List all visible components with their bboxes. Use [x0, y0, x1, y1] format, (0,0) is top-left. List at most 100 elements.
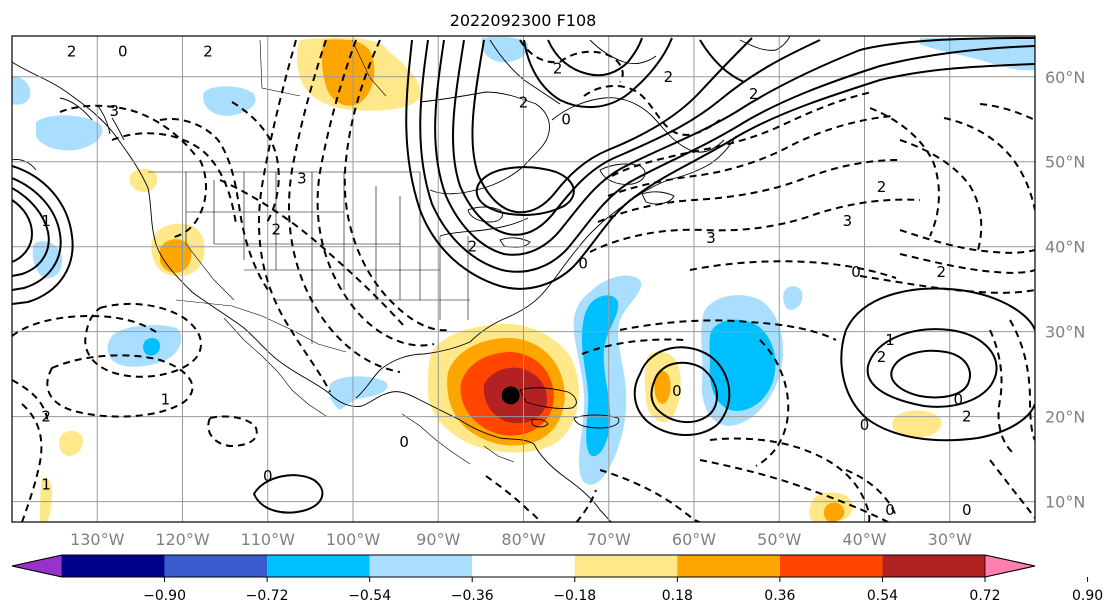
longitude-label: 30°W: [928, 530, 972, 549]
contour-label: 2: [67, 42, 77, 60]
state-borders: [148, 39, 515, 465]
contour-label: 2: [877, 348, 887, 366]
shade-pos-ca-2: [160, 239, 192, 273]
shade-pos-pac-1: [59, 430, 84, 456]
contour-label: 2: [41, 408, 51, 426]
colorbar-tick-label: 0.72: [969, 588, 1000, 604]
longitude-label: 110°W: [241, 530, 296, 549]
longitude-label: 70°W: [587, 530, 631, 549]
colorbar-segment: [62, 555, 165, 577]
latitude-label: 60°N: [1045, 68, 1085, 87]
longitude-label: 50°W: [757, 530, 801, 549]
shade-pos-atl-2: [654, 370, 671, 404]
contour-label: 3: [110, 102, 120, 120]
colorbar-segment: [677, 555, 780, 577]
colorbar-segment: [472, 555, 575, 577]
contour-label: 2: [272, 221, 282, 239]
contour-label: 1: [885, 331, 895, 349]
longitude-label: 60°W: [672, 530, 716, 549]
contour-label: 0: [851, 263, 861, 281]
longitude-label: 120°W: [155, 530, 210, 549]
contour-label: 2: [468, 238, 478, 256]
shade-neg-pac-2: [143, 338, 160, 356]
colorbar-segment: [369, 555, 473, 577]
shaded-fields: [12, 36, 1035, 522]
map-frame: [11, 35, 1036, 523]
shade-neg-nw-3: [12, 76, 31, 105]
coastlines: [12, 36, 791, 522]
shade-neg-gulf: [328, 376, 388, 410]
latitude-labels: 60°N 50°N 40°N 30°N 20°N 10°N: [1045, 68, 1085, 512]
storm-center-marker: [501, 386, 520, 405]
colorbar-tick-label: −0.54: [348, 588, 391, 604]
contour-label: 0: [962, 501, 972, 519]
shade-neg-atl-big-2: [709, 319, 776, 411]
contour-label: 0: [118, 42, 128, 60]
shade-pos-pac-2: [40, 477, 52, 522]
colorbar-tick-label: −0.18: [553, 588, 596, 604]
contour-label: 0: [578, 255, 588, 273]
colorbar-tick-label: 0.90: [1072, 588, 1103, 604]
contour-label: 1: [41, 212, 51, 230]
contour-label: 0: [860, 416, 870, 434]
colorbar-segment: [779, 555, 883, 577]
colorbar-tick-label: −0.72: [246, 588, 289, 604]
longitude-label: 40°W: [842, 530, 886, 549]
colorbar-outline: [11, 554, 1036, 578]
colorbar-extend-high: [984, 554, 1036, 578]
colorbar-segment: [164, 555, 268, 577]
contour-label: 0: [263, 467, 273, 485]
contour-label: 2: [203, 42, 213, 60]
latitude-label: 20°N: [1045, 408, 1085, 427]
contour-label: 0: [954, 391, 964, 409]
latitude-label: 30°N: [1045, 323, 1085, 342]
colorbar-extend-low: [11, 554, 63, 578]
colorbar-segment: [882, 555, 985, 577]
latitude-label: 10°N: [1045, 493, 1085, 512]
shade-neg-north: [481, 36, 529, 63]
contours: [12, 37, 1035, 522]
shade-neg-nw-1: [36, 115, 103, 151]
contour-label: 0: [399, 433, 409, 451]
colorbar-tick-label: 0.36: [764, 588, 795, 604]
contour-label: 2: [749, 85, 759, 103]
map-title: 2022092300 F108: [450, 11, 597, 30]
contour-label: 3: [843, 212, 853, 230]
shade-neg-small: [783, 286, 803, 310]
colorbar-tick-label: 0.18: [662, 588, 693, 604]
colorbar-tick-label: −0.90: [143, 588, 186, 604]
colorbar-tick-label: −0.36: [451, 588, 494, 604]
longitude-label: 90°W: [416, 530, 460, 549]
shade-neg-ne: [920, 38, 1035, 71]
contour-label: 0: [561, 110, 571, 128]
shade-pos-atl-3: [892, 410, 942, 438]
contour-label: 1: [161, 391, 171, 409]
colorbar: −0.90 −0.72 −0.54 −0.36 −0.18 0.18 0.36 0.54 0.7…: [11, 554, 1103, 604]
latitude-label: 40°N: [1045, 238, 1085, 257]
colorbar-segment: [574, 555, 678, 577]
contour-label: 0: [885, 501, 895, 519]
contour-label: 2: [962, 408, 972, 426]
contour-label: 3: [297, 170, 307, 188]
shade-neg-west: [32, 241, 63, 279]
contour-label: 2: [877, 178, 887, 196]
contour-label: 3: [706, 229, 716, 247]
contour-label: 0: [672, 382, 682, 400]
contour-label: 1: [41, 476, 51, 494]
contour-label: 2: [519, 93, 529, 111]
shade-pos-atl-5: [823, 502, 845, 522]
longitude-label: 130°W: [70, 530, 125, 549]
latitude-label: 50°N: [1045, 153, 1085, 172]
colorbar-segment: [267, 555, 370, 577]
longitude-labels: 130°W 120°W 110°W 100°W 90°W 80°W 70°W 60°W 50°W…: [70, 530, 972, 549]
shade-pos-bc: [129, 168, 158, 192]
colorbar-tick-label: 0.54: [867, 588, 898, 604]
contour-label: 2: [553, 59, 563, 77]
longitude-label: 80°W: [501, 530, 545, 549]
contour-label: 2: [664, 68, 674, 86]
longitude-label: 100°W: [326, 530, 381, 549]
contour-label: 2: [936, 263, 946, 281]
